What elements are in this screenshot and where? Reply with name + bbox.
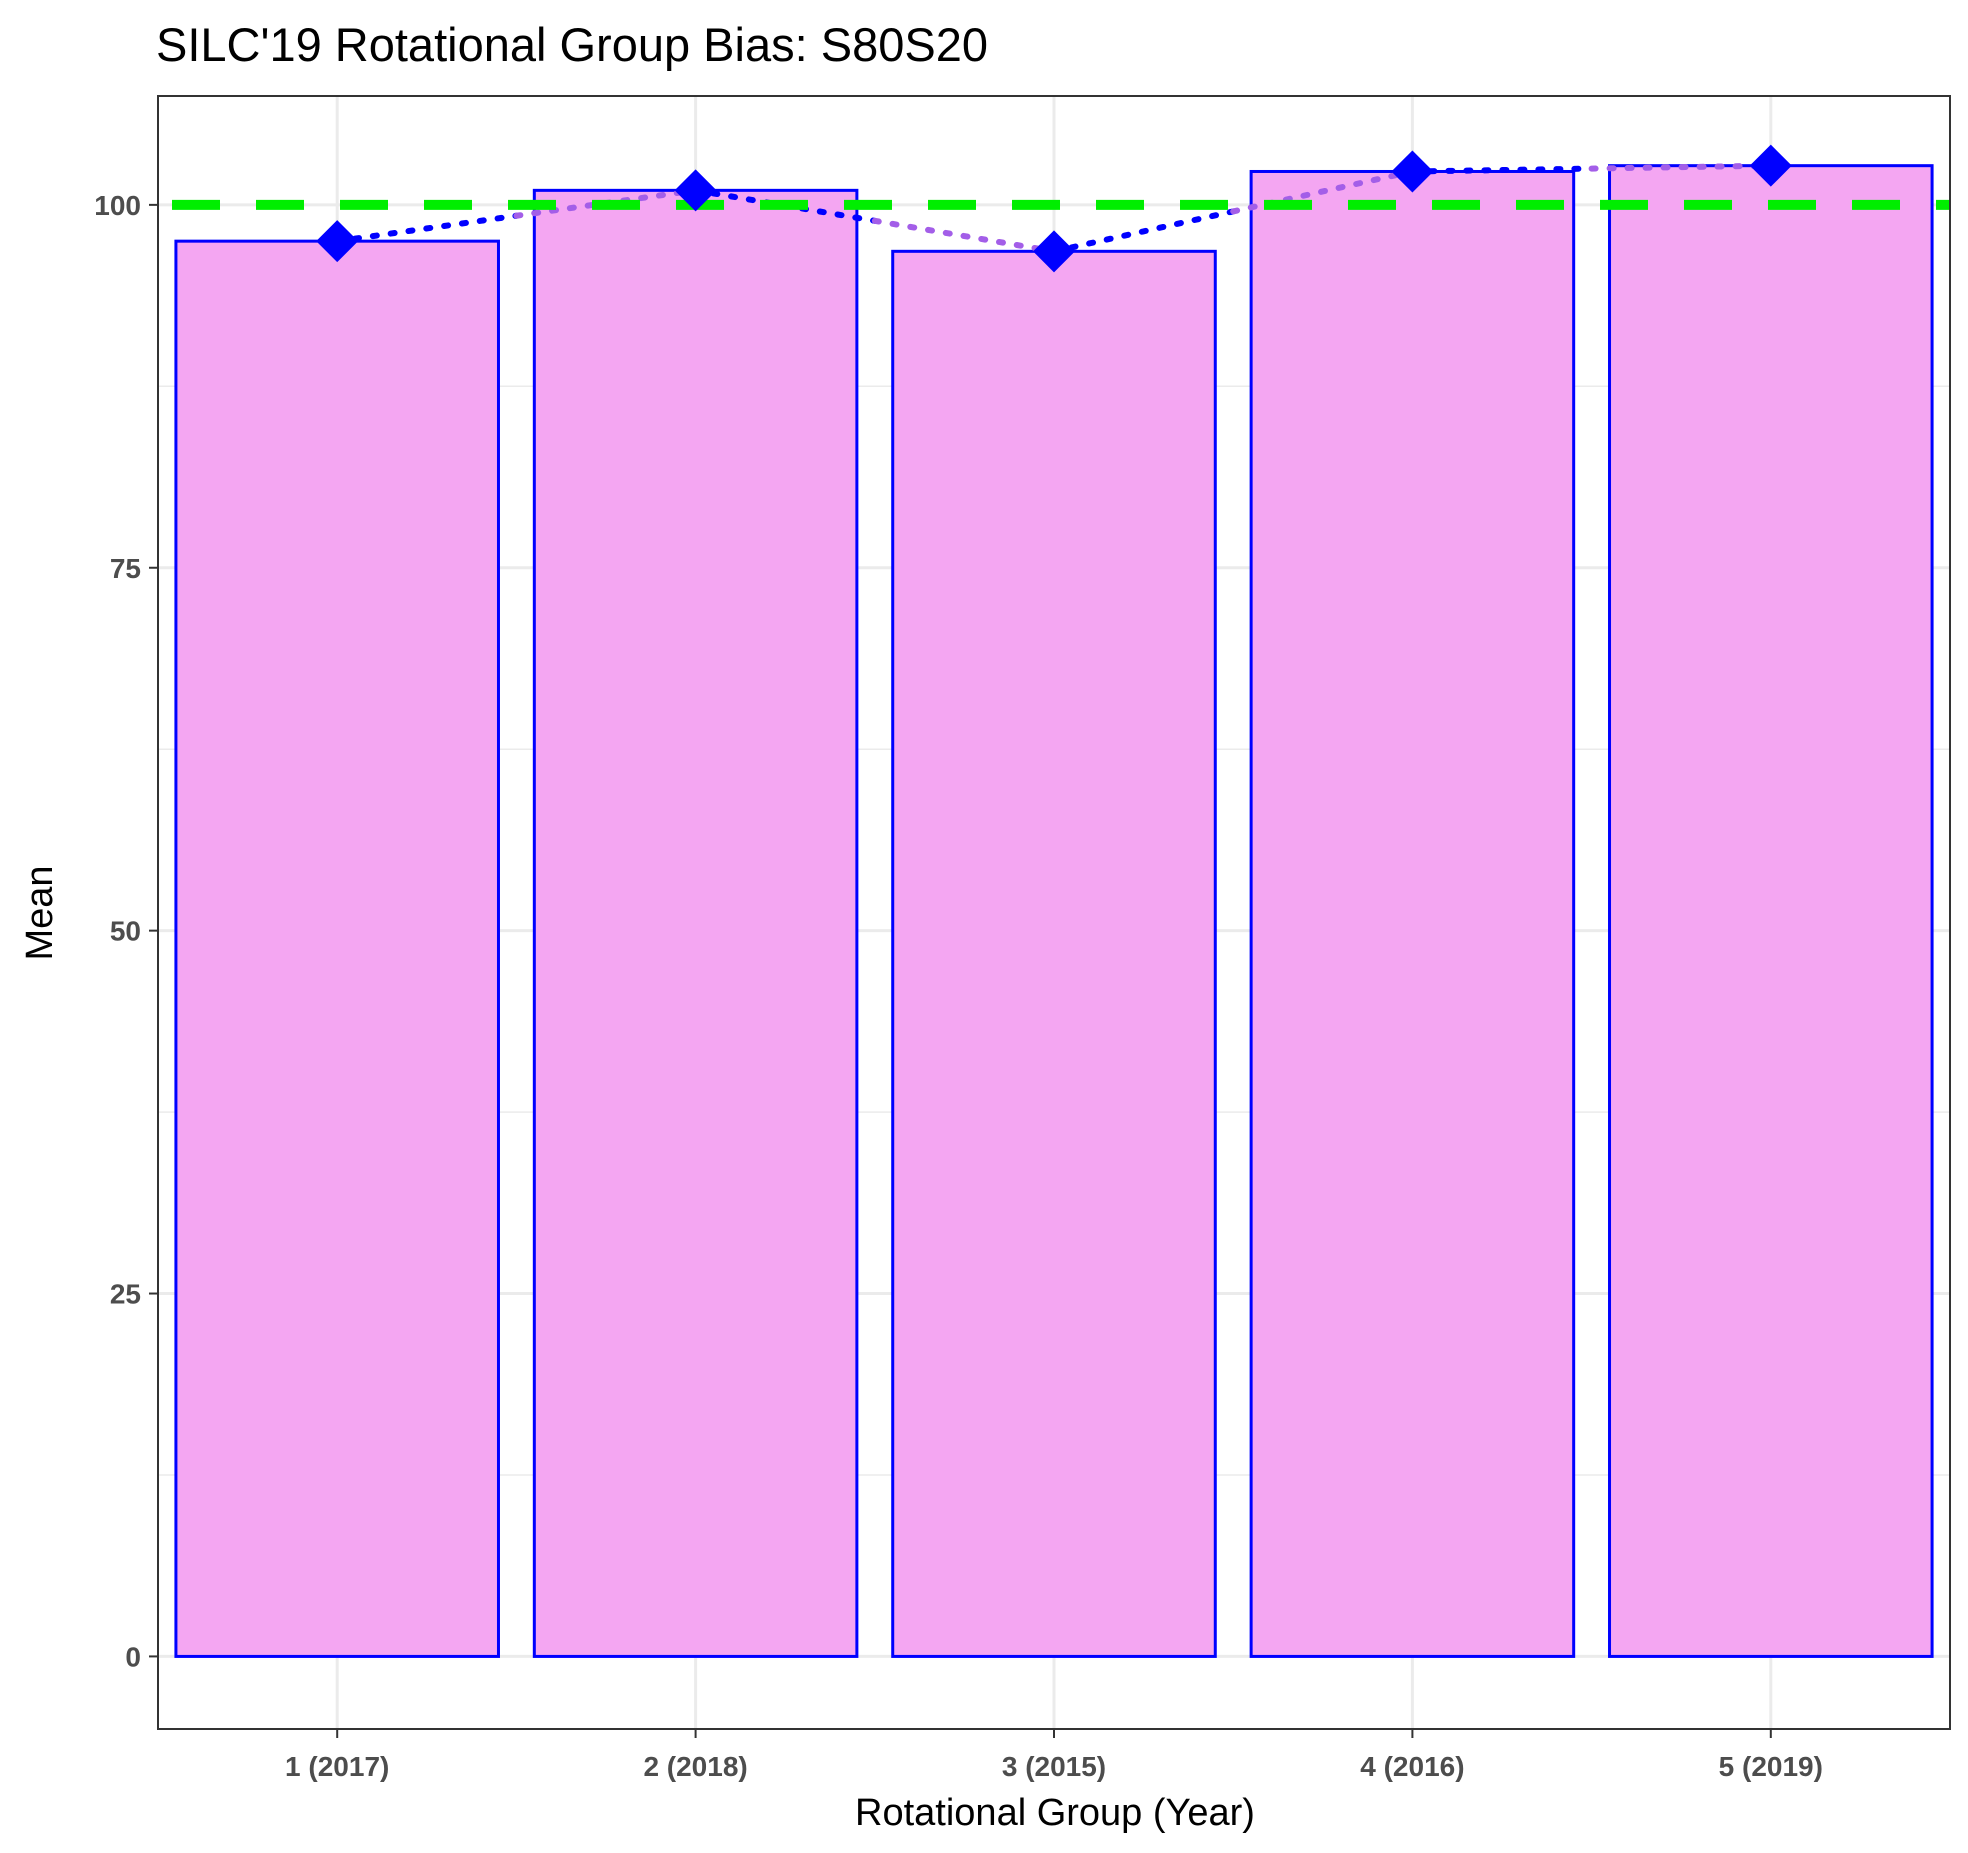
y-tick-label: 75 — [110, 553, 141, 584]
x-tick-label: 1 (2017) — [285, 1751, 389, 1782]
data-point-marker — [1391, 150, 1434, 193]
data-point-marker — [1749, 144, 1792, 187]
data-point-marker — [674, 169, 717, 212]
plot-panel: 0 25 50 75 100 1 (2017) 2 (2018) 3 (2015) 4 (201… — [94, 95, 1951, 1782]
x-axis-title: Rotational Group (Year) — [855, 1792, 1255, 1834]
x-tick-label: 4 (2016) — [1360, 1751, 1464, 1782]
data-point-marker — [1033, 230, 1075, 273]
y-tick-label: 0 — [125, 1641, 141, 1672]
y-tick-label: 50 — [110, 916, 141, 947]
y-tick-label: 25 — [110, 1279, 141, 1310]
line-segment — [334, 212, 520, 245]
y-axis-title: Mean — [19, 865, 61, 960]
x-tick-label: 2 (2018) — [643, 1751, 747, 1782]
bar — [891, 249, 1217, 1658]
bar — [1608, 164, 1934, 1658]
data-point-marker — [316, 220, 359, 263]
line-segment — [1409, 165, 1595, 175]
bar — [174, 239, 500, 1658]
line-segment — [1230, 168, 1416, 215]
line-segment — [871, 217, 1057, 255]
chart-title: SILC'19 Rotational Group Bias: S80S20 — [156, 18, 988, 71]
x-tick-label: 3 (2015) — [1002, 1751, 1106, 1782]
bar — [532, 188, 859, 1658]
bar — [1249, 169, 1576, 1658]
x-tick-label: 5 (2019) — [1719, 1751, 1823, 1782]
line-segment — [1051, 208, 1237, 255]
y-tick-label: 100 — [94, 190, 141, 221]
line-segment — [1588, 162, 1774, 172]
